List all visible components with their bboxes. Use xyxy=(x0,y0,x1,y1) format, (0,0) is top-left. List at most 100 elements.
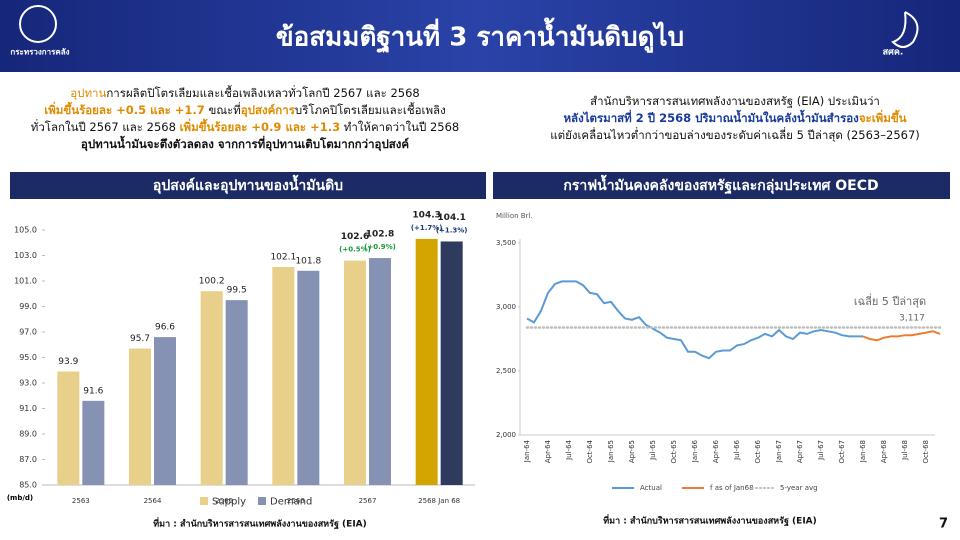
value-note: (+0.5%) xyxy=(339,246,371,254)
bar xyxy=(272,266,295,485)
x-tick-label: Oct-64 xyxy=(586,439,594,463)
x-tick-label: 2565 xyxy=(215,497,233,505)
x-tick-label: Jul-65 xyxy=(649,440,657,461)
bar xyxy=(415,238,438,485)
panel-title: อุปสงค์และอุปทานของน้ำมันดิบ xyxy=(153,174,343,194)
value-label: 102.6 xyxy=(341,232,369,242)
x-tick-label: Apr-67 xyxy=(796,440,804,463)
x-tick-label: Apr-66 xyxy=(712,439,720,463)
bar xyxy=(225,300,248,485)
header-bar xyxy=(0,0,960,72)
x-tick-label: Oct-65 xyxy=(670,440,678,464)
value-label: 99.5 xyxy=(227,286,247,296)
bar xyxy=(344,260,366,485)
x-tick-label: Jan-64 xyxy=(523,439,531,463)
slide-title: ข้อสมมติฐานที่ 3 ราคาน้ำมันดิบดูไบ xyxy=(276,17,684,55)
legend-label: Actual xyxy=(640,484,662,492)
text-span: จะเพิ่มขึ้น xyxy=(859,109,907,125)
logo-right-text: สศค. xyxy=(883,48,904,58)
y-tick-label: 87.0 xyxy=(19,455,37,464)
panel-header xyxy=(493,172,950,199)
bar xyxy=(129,348,151,485)
y-axis-label: Million Brl. xyxy=(496,212,533,220)
text-span: อุปทานน้ำมันจะตึงตัวลดลง จากการที่อุปทาน… xyxy=(81,135,409,152)
x-tick-label: Jul-64 xyxy=(565,439,573,460)
x-tick-label: Jan-65 xyxy=(607,440,615,463)
text-span: สำนักบริหารสารสนเทศพลังงานของสหรัฐ (EIA)… xyxy=(590,94,880,108)
text-span: การผลิตปิโตรเลียมและเชื้อเพลิงเหลวทั่วโล… xyxy=(106,85,419,100)
page-number: 7 xyxy=(939,517,948,532)
x-tick-label: Oct-66 xyxy=(754,439,762,463)
summary-line: แต่ยังเคลื่อนไหวต่ำกว่าขอบล่างของระดับค่… xyxy=(550,127,920,142)
value-label: 104.1 xyxy=(437,213,465,223)
y-tick-label: 2,500 xyxy=(496,367,516,375)
x-tick-label: Oct-67 xyxy=(838,440,846,464)
value-note: (+0.9%) xyxy=(364,243,396,251)
y-tick-label: 85.0 xyxy=(19,481,37,490)
text-span: หลังไตรมาสที่ 2 ปี 2568 ปริมาณน้ำมันในคล… xyxy=(563,109,859,125)
value-label: 104.3 xyxy=(412,210,440,220)
text-span: ทั่วโลกในปี 2567 และ 2568 xyxy=(31,119,180,134)
y-tick-label: 89.0 xyxy=(19,430,37,439)
text-span: เพิ่มขึ้นร้อยละ +0.9 และ +1.3 xyxy=(180,118,341,134)
text-span: เพิ่มขึ้นร้อยละ +0.5 และ +1.7 xyxy=(44,101,205,117)
legend-swatch xyxy=(200,497,208,505)
value-note: (+1.7%) xyxy=(411,224,443,232)
y-tick-label: 99.0 xyxy=(19,302,37,311)
summary-line: เพิ่มขึ้นร้อยละ +0.5 และ +1.7 ขณะที่อุปส… xyxy=(44,101,445,118)
bar xyxy=(57,371,80,485)
x-tick-label: Jul-68 xyxy=(901,440,909,461)
y-tick-label: 3,000 xyxy=(496,303,516,311)
summary-line: หลังไตรมาสที่ 2 ปี 2568 ปริมาณน้ำมันในคล… xyxy=(563,109,906,125)
panel-title: กราฟน้ำมันคงคลังของสหรัฐและกลุ่มประเทศ O… xyxy=(563,174,878,195)
y-axis-label: (mb/d) xyxy=(7,494,33,502)
value-label: 91.6 xyxy=(83,386,103,396)
bar xyxy=(200,291,223,485)
x-tick-label: Apr-64 xyxy=(544,439,552,463)
y-tick-label: 105.0 xyxy=(14,226,37,235)
x-tick-label: Apr-68 xyxy=(880,440,888,463)
panel-header xyxy=(10,172,486,199)
value-note: (+1.3%) xyxy=(436,226,468,234)
value-label: 95.7 xyxy=(130,334,150,344)
legend-label: Supply xyxy=(212,497,246,508)
y-tick-label: 101.0 xyxy=(14,277,37,286)
y-tick-label: 3,500 xyxy=(496,239,516,247)
text-span: ขณะที่ xyxy=(205,102,241,117)
text-span: อุปทาน xyxy=(70,86,106,100)
logo-right xyxy=(891,11,919,48)
logo-left-text: กระทรวงการคลัง xyxy=(10,48,69,57)
bar xyxy=(297,270,320,485)
x-tick-label: Jan-67 xyxy=(775,440,783,463)
x-tick-label: Jan-68 xyxy=(859,440,867,463)
value-label: 102.8 xyxy=(366,230,394,240)
annotation: 3,117 xyxy=(899,314,925,324)
x-tick-label: 2566 xyxy=(287,497,305,505)
value-label: 96.6 xyxy=(155,323,175,333)
text-span: แต่ยังเคลื่อนไหวต่ำกว่าขอบล่างของระดับค่… xyxy=(550,127,920,142)
value-label: 93.9 xyxy=(58,357,78,367)
bar xyxy=(440,241,463,485)
text-span: บริโภคปิโตรเลียมและเชื้อเพลิง xyxy=(295,102,446,117)
logo-left xyxy=(19,5,57,43)
source-note: ที่มา : สำนักบริหารสารสนเทศพลังงานของสหร… xyxy=(603,514,817,527)
x-tick-label: Jul-66 xyxy=(733,439,741,460)
y-tick-label: 2,000 xyxy=(496,431,516,439)
y-tick-label: 91.0 xyxy=(19,404,37,413)
y-tick-label: 93.0 xyxy=(19,379,37,388)
text-span: ทำให้คาดว่าในปี 2568 xyxy=(340,120,459,134)
y-tick-label: 97.0 xyxy=(19,328,37,337)
x-tick-label: Oct-68 xyxy=(922,440,930,464)
x-tick-label: 2563 xyxy=(72,497,90,505)
y-tick-label: 95.0 xyxy=(19,353,37,362)
bar xyxy=(154,337,176,485)
legend-label: f as of Jan68 xyxy=(710,484,754,492)
series-line xyxy=(862,330,941,342)
legend-label: Demand xyxy=(270,497,312,508)
legend-label: 5-year avg xyxy=(780,484,818,492)
value-label: 100.2 xyxy=(199,277,225,287)
x-tick-label: 2568 Jan 68 xyxy=(418,497,460,505)
bar xyxy=(82,400,105,485)
summary-line: อุปทานน้ำมันจะตึงตัวลดลง จากการที่อุปทาน… xyxy=(81,135,409,152)
